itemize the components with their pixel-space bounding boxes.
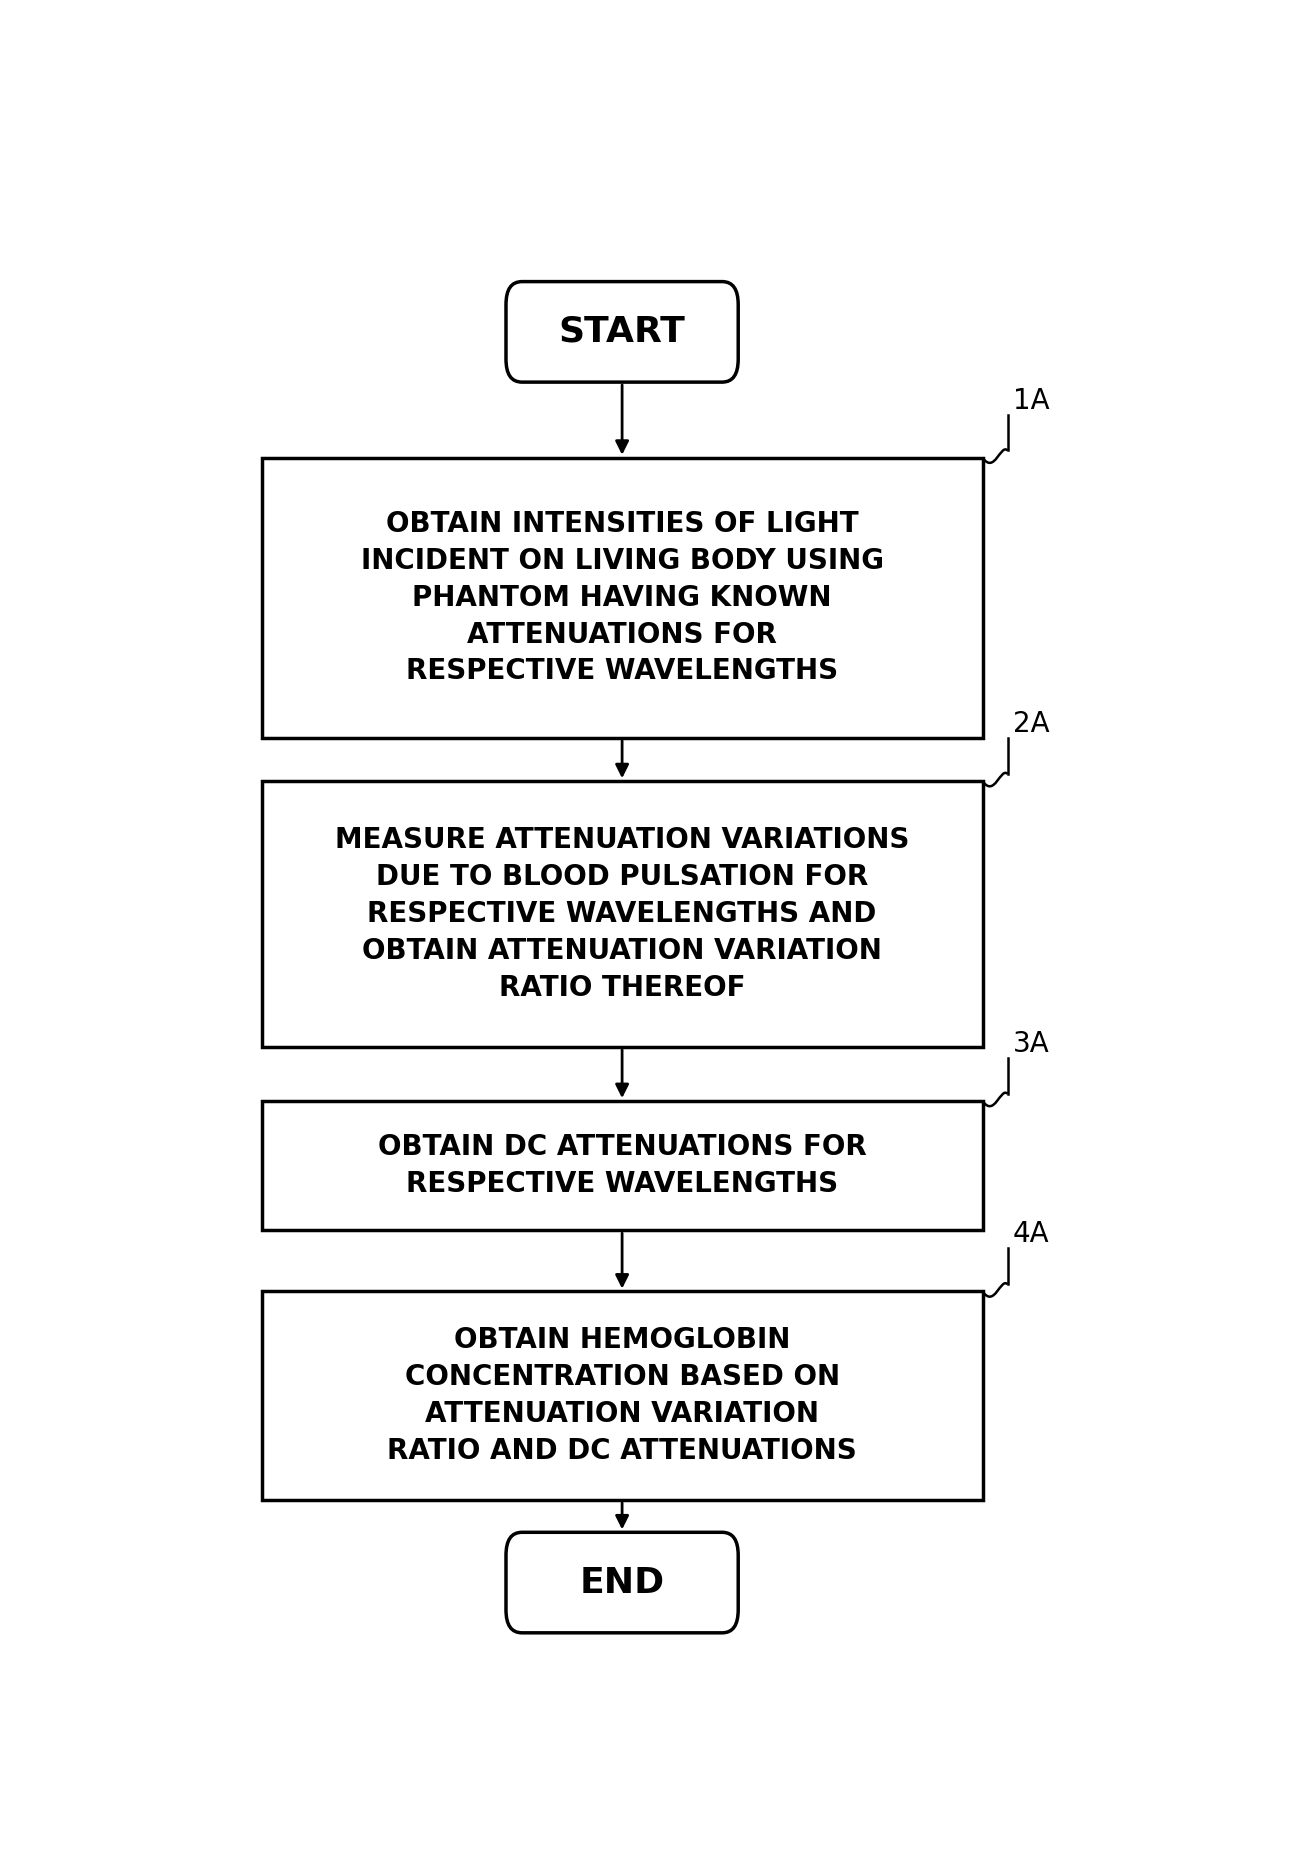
Bar xyxy=(261,1102,982,1230)
Text: OBTAIN INTENSITIES OF LIGHT
INCIDENT ON LIVING BODY USING
PHANTOM HAVING KNOWN
A: OBTAIN INTENSITIES OF LIGHT INCIDENT ON … xyxy=(360,510,884,685)
Text: END: END xyxy=(580,1566,664,1600)
Bar xyxy=(261,780,982,1047)
FancyBboxPatch shape xyxy=(506,282,738,383)
Text: OBTAIN DC ATTENUATIONS FOR
RESPECTIVE WAVELENGTHS: OBTAIN DC ATTENUATIONS FOR RESPECTIVE WA… xyxy=(377,1133,867,1199)
Text: START: START xyxy=(558,316,686,349)
Text: 1A: 1A xyxy=(1013,386,1049,414)
Text: 3A: 3A xyxy=(1013,1031,1049,1059)
Bar xyxy=(261,457,982,737)
FancyBboxPatch shape xyxy=(506,1533,738,1634)
Bar xyxy=(261,1292,982,1499)
Text: 4A: 4A xyxy=(1013,1221,1049,1249)
Text: 2A: 2A xyxy=(1013,709,1049,737)
Text: MEASURE ATTENUATION VARIATIONS
DUE TO BLOOD PULSATION FOR
RESPECTIVE WAVELENGTHS: MEASURE ATTENUATION VARIATIONS DUE TO BL… xyxy=(335,827,910,1003)
Text: OBTAIN HEMOGLOBIN
CONCENTRATION BASED ON
ATTENUATION VARIATION
RATIO AND DC ATTE: OBTAIN HEMOGLOBIN CONCENTRATION BASED ON… xyxy=(388,1326,857,1466)
